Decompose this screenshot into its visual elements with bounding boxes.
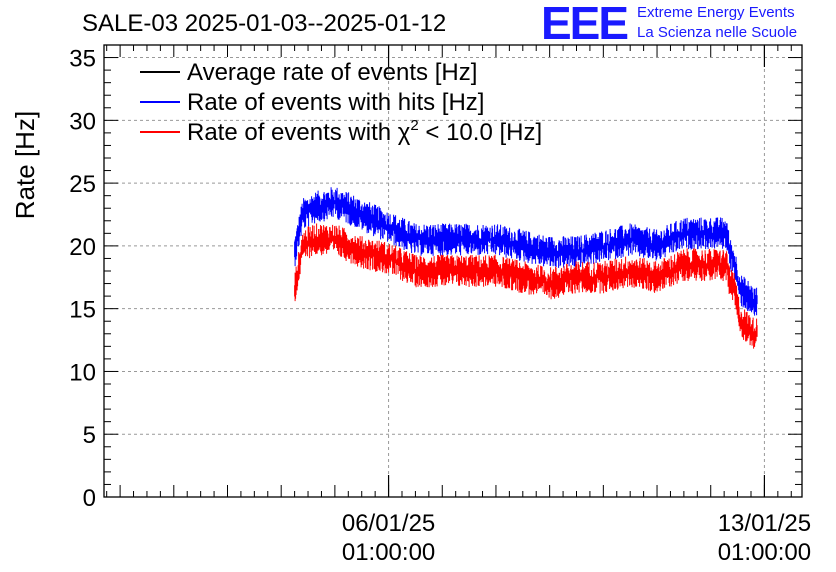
x-tick-label-date: 06/01/25 <box>342 510 435 537</box>
y-tick-label: 15 <box>69 297 96 324</box>
legend: Average rate of events [Hz] Rate of event… <box>140 59 542 146</box>
x-tick-label-time: 01:00:00 <box>718 539 811 566</box>
y-tick-label: 20 <box>69 234 96 261</box>
y-tick-label: 10 <box>69 359 96 386</box>
y-tick-label: 0 <box>83 485 96 512</box>
legend-label: Rate of events with hits [Hz] <box>187 89 484 116</box>
logo-line-2: La Scienza nelle Scuole <box>637 24 798 41</box>
series-chi2-line <box>294 223 758 349</box>
y-tick-label: 25 <box>69 171 96 198</box>
y-axis-label: Rate [Hz] <box>10 111 40 219</box>
eee-logo: EEE <box>541 0 629 49</box>
x-tick-label-time: 01:00:00 <box>342 539 435 566</box>
legend-label: Average rate of events [Hz] <box>187 59 477 86</box>
legend-label: Rate of events with χ2 < 10.0 [Hz] <box>187 117 542 146</box>
x-tick-label-date: 13/01/25 <box>718 510 811 537</box>
series-group <box>294 187 758 349</box>
y-tick-label: 30 <box>69 108 96 135</box>
y-axis-ticks: 0 5 10 15 20 25 30 35 <box>69 44 802 512</box>
logo-line-1: Extreme Energy Events <box>637 4 795 21</box>
series-hits-line <box>294 187 758 316</box>
y-tick-label: 35 <box>69 46 96 73</box>
chart-title: SALE-03 2025-01-03--2025-01-12 <box>82 10 447 37</box>
y-tick-label: 5 <box>83 422 96 449</box>
